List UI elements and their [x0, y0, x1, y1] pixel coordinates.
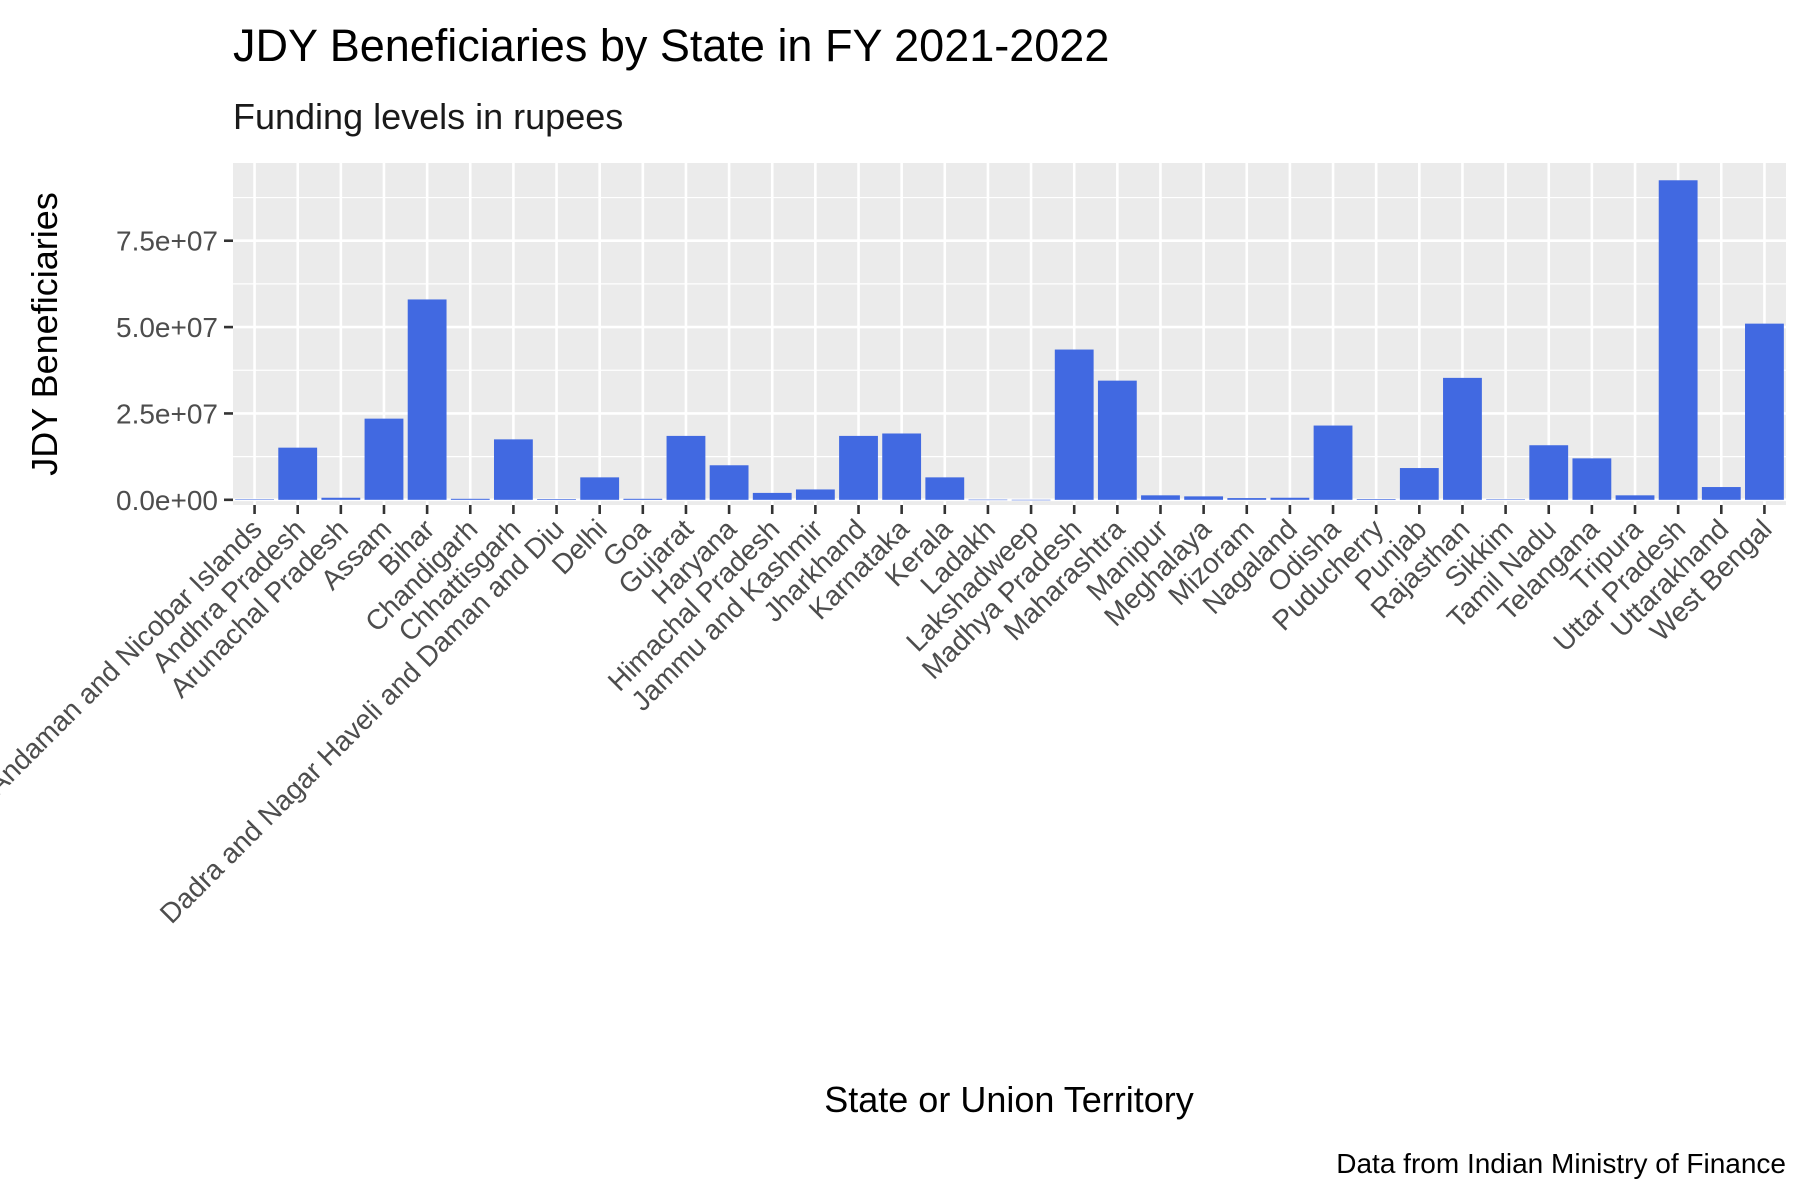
bar-puducherry: [1356, 499, 1396, 500]
bar-jammu-and-kashmir: [795, 489, 835, 500]
bar-madhya-pradesh: [1054, 349, 1094, 500]
bar-gujarat: [666, 435, 706, 500]
bar-chhattisgarh: [493, 439, 533, 500]
bar-karnataka: [882, 433, 922, 500]
plot-panel: [233, 163, 1786, 505]
bar-andhra-pradesh: [278, 447, 318, 500]
bar-delhi: [580, 477, 620, 500]
y-tick-label: 5.0e+07: [116, 312, 218, 343]
bar-mizoram: [1227, 498, 1267, 500]
bar-ladakh: [968, 499, 1008, 501]
bar-odisha: [1313, 425, 1353, 500]
bar-lakshadweep: [1011, 499, 1051, 501]
bar-uttar-pradesh: [1658, 180, 1698, 500]
bar-west-bengal: [1745, 323, 1784, 500]
bar-jharkhand: [839, 435, 878, 500]
bar-bihar: [407, 299, 447, 500]
y-tick-label: 2.5e+07: [116, 398, 218, 429]
y-axis-title: JDY Beneficiaries: [24, 192, 65, 475]
chart-title: JDY Beneficiaries by State in FY 2021-20…: [233, 20, 1109, 71]
bar-meghalaya: [1184, 496, 1224, 500]
y-tick-label: 0.0e+00: [116, 485, 218, 516]
y-tick-label: 7.5e+07: [116, 226, 218, 257]
bar-dadra-and-nagar-haveli-and-daman-and-diu: [537, 499, 576, 500]
chart-subtitle: Funding levels in rupees: [233, 96, 623, 137]
bar-tripura: [1615, 495, 1655, 500]
x-axis-title: State or Union Territory: [824, 1079, 1194, 1120]
bar-manipur: [1141, 495, 1180, 500]
bar-telangana: [1572, 458, 1612, 500]
bar-arunachal-pradesh: [321, 497, 361, 500]
bar-assam: [364, 418, 404, 500]
bar-chandigarh: [450, 498, 490, 500]
y-axis: 0.0e+00 2.5e+07 5.0e+07 7.5e+07: [116, 226, 233, 516]
bar-andaman-and-nicobar-islands: [235, 499, 274, 500]
bar-goa: [623, 498, 663, 500]
bar-punjab: [1399, 468, 1439, 500]
bar-sikkim: [1486, 499, 1526, 500]
bar-haryana: [709, 465, 749, 500]
bars: [235, 180, 1784, 501]
bar-maharashtra: [1097, 380, 1137, 500]
bar-tamil-nadu: [1529, 445, 1569, 500]
bar-kerala: [925, 477, 965, 500]
bar-nagaland: [1270, 497, 1310, 500]
bar-himachal-pradesh: [752, 492, 792, 500]
bar-uttarakhand: [1701, 487, 1741, 500]
bar-rajasthan: [1443, 377, 1482, 500]
chart-caption: Data from Indian Ministry of Finance: [1336, 1148, 1786, 1179]
